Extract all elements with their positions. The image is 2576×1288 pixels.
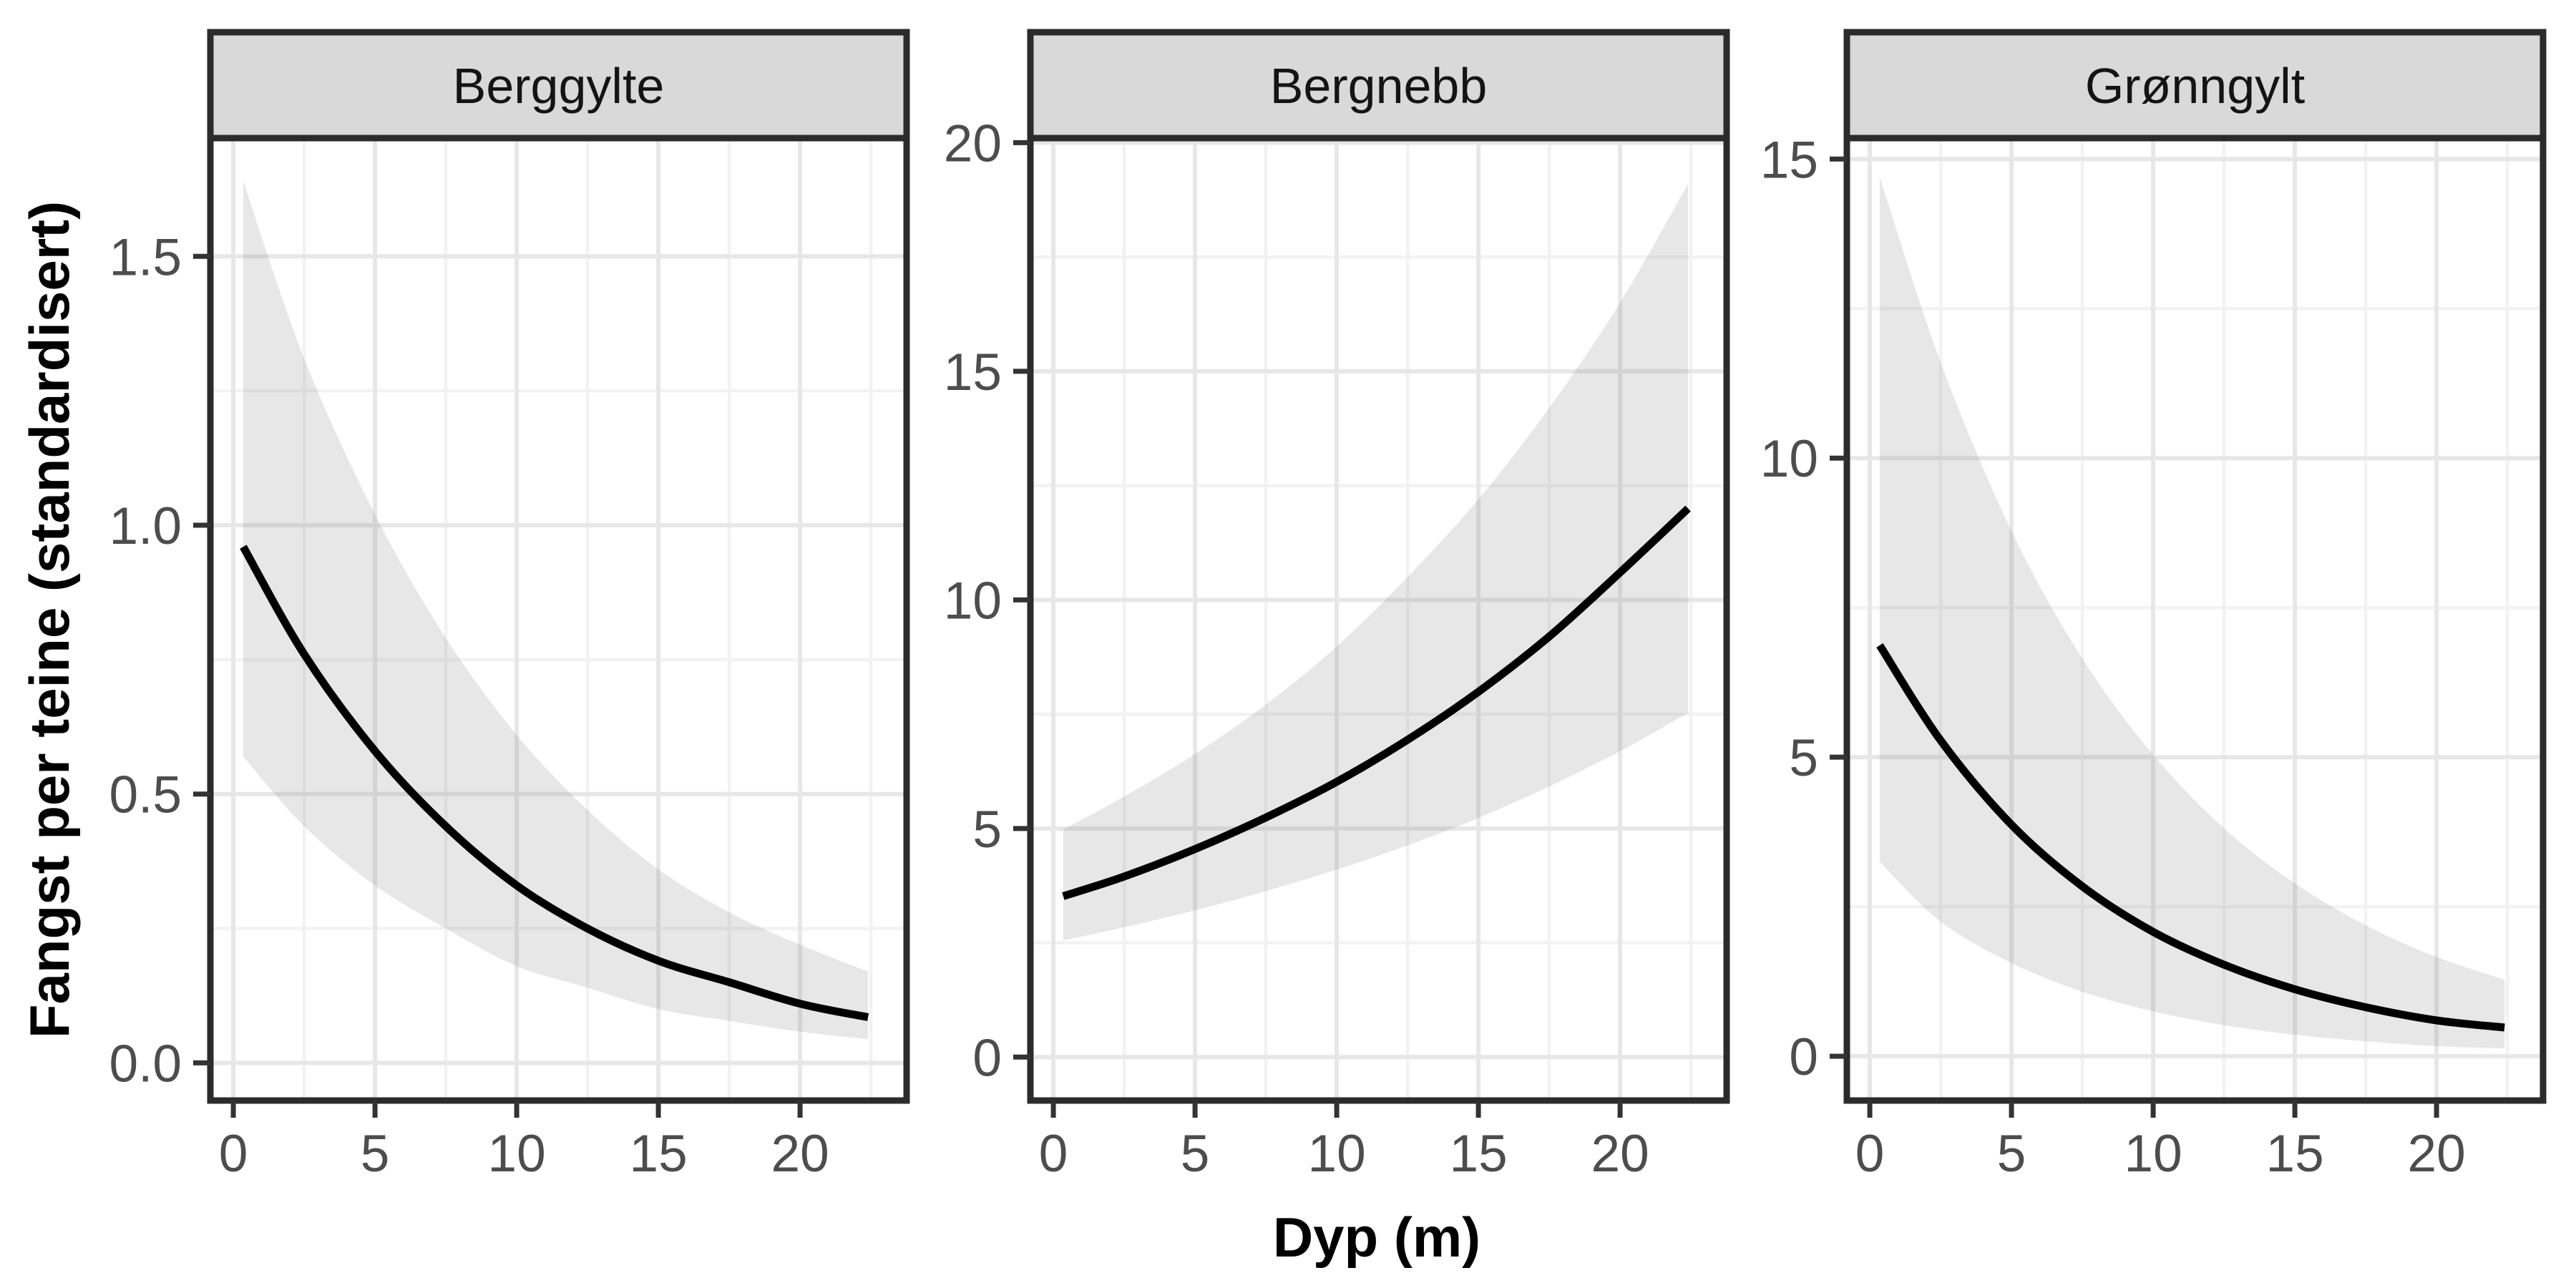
x-axis-tick-label: 20 xyxy=(771,1125,829,1183)
x-axis-tick-label: 15 xyxy=(629,1125,687,1183)
x-axis-tick-label: 0 xyxy=(1855,1125,1885,1183)
panel-berggylte: 0.0 0.5 1.0 1.5 0 5 10 15 20 Berggylte xyxy=(109,29,910,1183)
confidence-ribbon xyxy=(1879,177,2505,1049)
panel-bergnebb: 0 5 10 15 20 0 5 10 15 20 Bergnebb xyxy=(944,29,1730,1183)
facet-strip xyxy=(207,29,910,142)
fit-line xyxy=(1062,505,1691,900)
x-axis-tick-label: 5 xyxy=(361,1125,390,1183)
facet-panels: 0.0 0.5 1.0 1.5 0 5 10 15 20 Berggylte 0 5 10 15 20 0 5 1… xyxy=(109,29,2547,1183)
x-axis-title: Dyp (m) xyxy=(1273,1206,1480,1269)
fit-line xyxy=(1876,643,2505,1032)
panel-background xyxy=(210,138,907,1101)
x-axis-tick-label: 20 xyxy=(2407,1125,2465,1183)
x-axis-tick-label: 20 xyxy=(1591,1125,1649,1183)
y-axis-tick-label: 10 xyxy=(944,572,1002,630)
facet-strip-label: Berggylte xyxy=(453,58,665,114)
x-axis-tick-label: 5 xyxy=(1997,1125,2026,1183)
panel-background xyxy=(1847,138,2543,1101)
x-axis-tick-label: 15 xyxy=(1449,1125,1507,1183)
y-axis-tick-label: 20 xyxy=(944,114,1002,172)
y-axis-tick-label: 0 xyxy=(1789,1028,1818,1086)
y-axis-tick-label: 5 xyxy=(972,801,1002,859)
x-axis-tick-label: 0 xyxy=(1039,1125,1068,1183)
x-axis-tick-label: 0 xyxy=(219,1125,248,1183)
x-axis-tick-label: 10 xyxy=(487,1125,545,1183)
facet-strip-label: Grønngylt xyxy=(2085,58,2305,114)
y-axis-tick-label: 0 xyxy=(972,1029,1002,1087)
y-axis-tick-label: 1.5 xyxy=(109,228,182,286)
facet-strip-label: Bergnebb xyxy=(1270,58,1488,114)
x-axis-tick-label: 5 xyxy=(1181,1125,1210,1183)
facet-strip xyxy=(1843,29,2547,142)
fit-line xyxy=(240,545,869,1021)
y-axis-tick-label: 15 xyxy=(944,343,1002,401)
confidence-ribbon xyxy=(1063,183,1689,941)
panel-grnngylt: 0 5 10 15 0 5 10 15 20 Grønngylt xyxy=(1760,29,2547,1183)
y-axis-tick-label: 1.0 xyxy=(109,497,182,555)
panel-background xyxy=(1030,138,1727,1101)
facet-strip xyxy=(1027,29,1730,142)
confidence-ribbon xyxy=(243,181,869,1040)
x-axis-tick-label: 15 xyxy=(2265,1125,2323,1183)
y-axis-tick-label: 10 xyxy=(1760,430,1818,488)
y-axis-tick-label: 15 xyxy=(1760,131,1818,189)
y-axis-tick-label: 5 xyxy=(1789,729,1818,787)
y-axis-tick-label: 0.0 xyxy=(109,1035,182,1093)
x-axis-tick-label: 10 xyxy=(2124,1125,2182,1183)
y-axis-tick-label: 0.5 xyxy=(109,766,182,824)
x-axis-tick-label: 10 xyxy=(1307,1125,1365,1183)
y-axis-title: Fangst per teine (standardisert) xyxy=(18,201,81,1038)
